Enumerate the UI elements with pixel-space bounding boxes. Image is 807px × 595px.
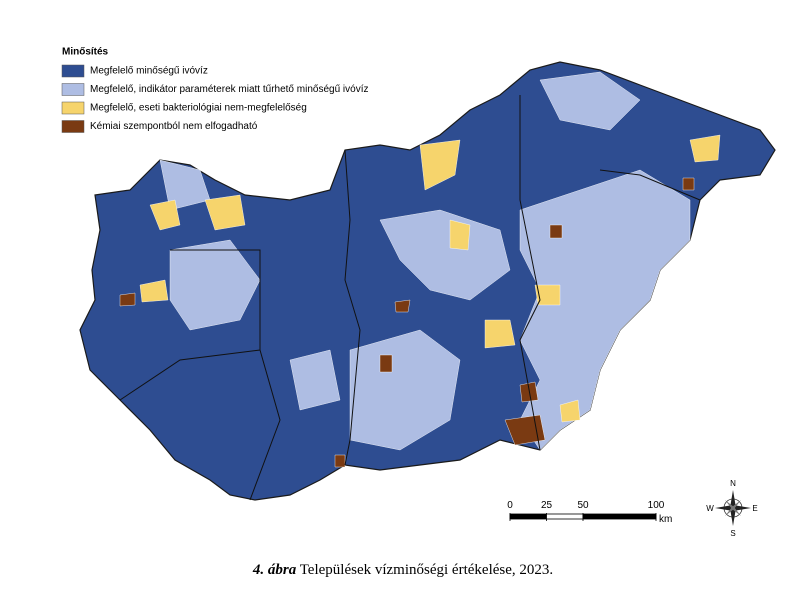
legend-swatch	[61, 120, 85, 133]
county-border	[519, 95, 541, 451]
compass-needle	[725, 500, 741, 516]
scale-tick-label: 100	[648, 500, 665, 511]
legend-swatch	[61, 101, 85, 115]
scale-tick-label: 25	[541, 500, 553, 511]
compass-w: W	[706, 504, 714, 513]
region	[534, 284, 561, 306]
county-border	[249, 349, 281, 501]
region	[379, 354, 393, 373]
region	[139, 279, 169, 303]
compass-s: S	[730, 529, 735, 538]
legend: Megfelelő minőségű ivóvíz Megfelelő, indi…	[61, 64, 368, 133]
legend-swatch	[61, 64, 85, 78]
caption: 4. ábra Települések vízminőségi értékelé…	[252, 562, 553, 578]
region	[379, 209, 511, 301]
scale-segment	[582, 513, 657, 520]
legend-title: Minősítés	[62, 47, 109, 58]
region	[689, 134, 721, 163]
region	[204, 194, 246, 231]
scale-segment	[509, 513, 547, 520]
legend-label: Kémiai szempontból nem elfogadható	[90, 121, 258, 132]
region	[682, 177, 695, 191]
caption-number: 4. ábra	[252, 562, 297, 578]
region	[169, 239, 261, 331]
region	[289, 349, 341, 411]
region	[419, 139, 461, 191]
scale-bar: 0 25 50 100 km	[507, 500, 672, 525]
scale-segment	[546, 513, 584, 520]
county-border	[599, 169, 701, 201]
region	[519, 169, 691, 451]
compass: N E S W	[706, 479, 757, 538]
region	[119, 292, 136, 307]
scale-tick-label: 0	[507, 500, 513, 511]
legend-swatch	[61, 83, 85, 96]
region	[539, 71, 641, 131]
region	[394, 299, 411, 313]
compass-n: N	[730, 479, 736, 488]
region	[549, 224, 563, 239]
legend-label: Megfelelő, indikátor paraméterek miatt t…	[90, 84, 368, 95]
region	[484, 319, 516, 349]
scale-unit: km	[659, 514, 672, 525]
scale-tick-label: 50	[577, 500, 589, 511]
region	[149, 199, 181, 231]
map	[79, 61, 776, 501]
region	[334, 454, 346, 468]
caption-text: Települések vízminőségi értékelése, 2023…	[300, 562, 553, 578]
region	[559, 399, 581, 423]
legend-label: Megfelelő minőségű ivóvíz	[90, 66, 208, 77]
region	[449, 219, 471, 251]
county-border	[344, 149, 361, 466]
legend-label: Megfelelő, eseti bakteriológiai nem-megf…	[90, 103, 307, 114]
compass-e: E	[752, 504, 757, 513]
